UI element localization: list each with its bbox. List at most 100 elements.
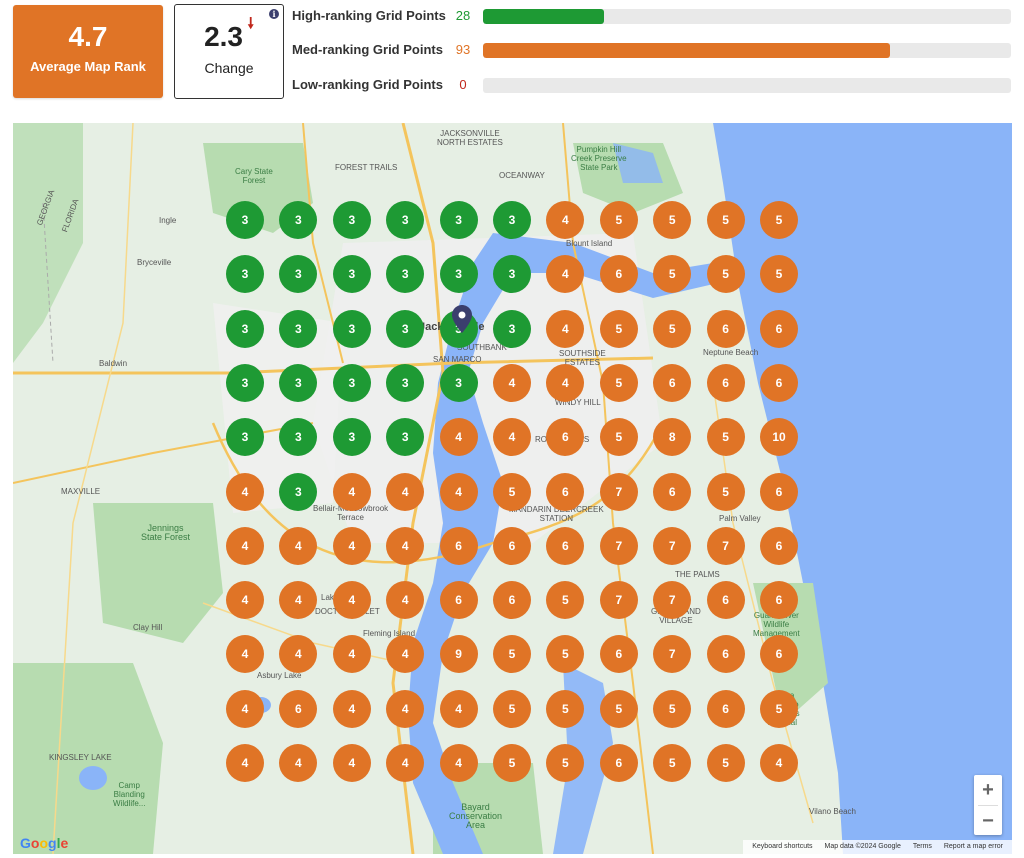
grid-point[interactable]: 4 xyxy=(546,255,585,294)
grid-point[interactable]: 6 xyxy=(599,635,638,674)
grid-point[interactable]: 5 xyxy=(706,201,745,239)
grid-point[interactable]: 6 xyxy=(493,526,531,565)
grid-point[interactable]: 3 xyxy=(332,418,371,457)
grid-point[interactable]: 7 xyxy=(653,581,692,620)
location-pin-icon[interactable] xyxy=(452,305,472,333)
grid-point[interactable]: 4 xyxy=(493,418,531,457)
grid-point[interactable]: 4 xyxy=(332,581,371,620)
grid-point[interactable]: 3 xyxy=(386,309,425,348)
grid-point[interactable]: 5 xyxy=(653,689,692,728)
info-icon[interactable]: i xyxy=(269,9,279,19)
grid-point[interactable]: 7 xyxy=(653,526,692,565)
grid-point[interactable]: 3 xyxy=(279,472,318,511)
grid-point[interactable]: 4 xyxy=(386,635,425,674)
grid-point[interactable]: 3 xyxy=(279,201,318,239)
grid-point[interactable]: 4 xyxy=(332,472,371,511)
grid-point[interactable]: 5 xyxy=(653,744,692,782)
grid-point[interactable]: 3 xyxy=(332,309,371,348)
grid-point[interactable]: 5 xyxy=(493,472,531,511)
grid-point[interactable]: 3 xyxy=(226,418,264,457)
grid-point[interactable]: 3 xyxy=(226,201,264,239)
grid-point[interactable]: 3 xyxy=(439,255,478,294)
grid-point[interactable]: 4 xyxy=(546,201,585,239)
grid-point[interactable]: 5 xyxy=(760,255,798,294)
grid-point[interactable]: 4 xyxy=(439,472,478,511)
grid-point[interactable]: 6 xyxy=(760,472,798,511)
grid-point[interactable]: 8 xyxy=(653,418,692,457)
grid-point[interactable]: 6 xyxy=(546,418,585,457)
grid-point[interactable]: 5 xyxy=(493,744,531,782)
grid-point[interactable]: 6 xyxy=(546,526,585,565)
grid-point[interactable]: 6 xyxy=(599,255,638,294)
grid-point[interactable]: 3 xyxy=(332,201,371,239)
grid-point[interactable]: 4 xyxy=(439,689,478,728)
grid-point[interactable]: 7 xyxy=(599,526,638,565)
grid-point[interactable]: 4 xyxy=(386,526,425,565)
grid-point[interactable]: 7 xyxy=(653,635,692,674)
grid-point[interactable]: 4 xyxy=(546,363,585,402)
grid-point[interactable]: 3 xyxy=(226,255,264,294)
grid-point[interactable]: 4 xyxy=(386,689,425,728)
grid-point[interactable]: 3 xyxy=(279,309,318,348)
grid-point[interactable]: 6 xyxy=(760,526,798,565)
grid-point[interactable]: 6 xyxy=(279,689,318,728)
grid-point[interactable]: 7 xyxy=(599,581,638,620)
grid-point[interactable]: 5 xyxy=(653,201,692,239)
grid-point[interactable]: 4 xyxy=(279,635,318,674)
grid-point[interactable]: 6 xyxy=(706,309,745,348)
grid-point[interactable]: 6 xyxy=(706,363,745,402)
grid-point[interactable]: 4 xyxy=(279,526,318,565)
grid-point[interactable]: 5 xyxy=(706,472,745,511)
grid-point[interactable]: 5 xyxy=(599,689,638,728)
grid-point[interactable]: 4 xyxy=(279,581,318,620)
grid-point[interactable]: 5 xyxy=(760,689,798,728)
grid-point[interactable]: 3 xyxy=(279,418,318,457)
grid-point[interactable]: 5 xyxy=(546,581,585,620)
grid-point[interactable]: 5 xyxy=(493,635,531,674)
grid-point[interactable]: 6 xyxy=(546,472,585,511)
grid-point[interactable]: 5 xyxy=(599,418,638,457)
grid-point[interactable]: 6 xyxy=(653,472,692,511)
grid-point[interactable]: 4 xyxy=(332,526,371,565)
grid-point[interactable]: 3 xyxy=(493,255,531,294)
grid-point[interactable]: 4 xyxy=(226,689,264,728)
grid-point[interactable]: 6 xyxy=(706,689,745,728)
grid-point[interactable]: 7 xyxy=(706,526,745,565)
zoom-out-button[interactable]: − xyxy=(982,810,994,832)
grid-point[interactable]: 4 xyxy=(226,635,264,674)
grid-point[interactable]: 9 xyxy=(439,635,478,674)
grid-point[interactable]: 3 xyxy=(332,363,371,402)
grid-point[interactable]: 5 xyxy=(706,744,745,782)
grid-point[interactable]: 5 xyxy=(546,689,585,728)
grid-point[interactable]: 3 xyxy=(332,255,371,294)
grid-point[interactable]: 4 xyxy=(226,472,264,511)
grid-point[interactable]: 3 xyxy=(386,418,425,457)
grid-point[interactable]: 3 xyxy=(386,255,425,294)
grid-point[interactable]: 5 xyxy=(599,363,638,402)
grid-point[interactable]: 4 xyxy=(386,744,425,782)
grid-point[interactable]: 6 xyxy=(706,581,745,620)
grid-point[interactable]: 5 xyxy=(599,201,638,239)
grid-point[interactable]: 3 xyxy=(386,363,425,402)
grid-point[interactable]: 5 xyxy=(546,744,585,782)
grid-point[interactable]: 5 xyxy=(760,201,798,239)
keyboard-shortcuts-link[interactable]: Keyboard shortcuts xyxy=(752,843,813,850)
zoom-in-button[interactable]: + xyxy=(982,779,994,801)
grid-point[interactable]: 4 xyxy=(760,744,798,782)
grid-point[interactable]: 5 xyxy=(599,309,638,348)
report-error-link[interactable]: Report a map error xyxy=(943,843,1003,850)
grid-point[interactable]: 4 xyxy=(439,744,478,782)
grid-point[interactable]: 4 xyxy=(332,744,371,782)
terms-link[interactable]: Terms xyxy=(912,843,932,850)
grid-point[interactable]: 4 xyxy=(226,744,264,782)
grid-point[interactable]: 4 xyxy=(386,472,425,511)
grid-point[interactable]: 4 xyxy=(226,526,264,565)
grid-point[interactable]: 6 xyxy=(493,581,531,620)
grid-point[interactable]: 5 xyxy=(706,418,745,457)
grid-point[interactable]: 3 xyxy=(386,201,425,239)
grid-point[interactable]: 3 xyxy=(279,363,318,402)
grid-point[interactable]: 4 xyxy=(226,581,264,620)
map-panel[interactable]: Cary State Forest FOREST TRAILS JACKSONV… xyxy=(13,123,1012,854)
grid-point[interactable]: 6 xyxy=(706,635,745,674)
grid-point[interactable]: 3 xyxy=(439,363,478,402)
